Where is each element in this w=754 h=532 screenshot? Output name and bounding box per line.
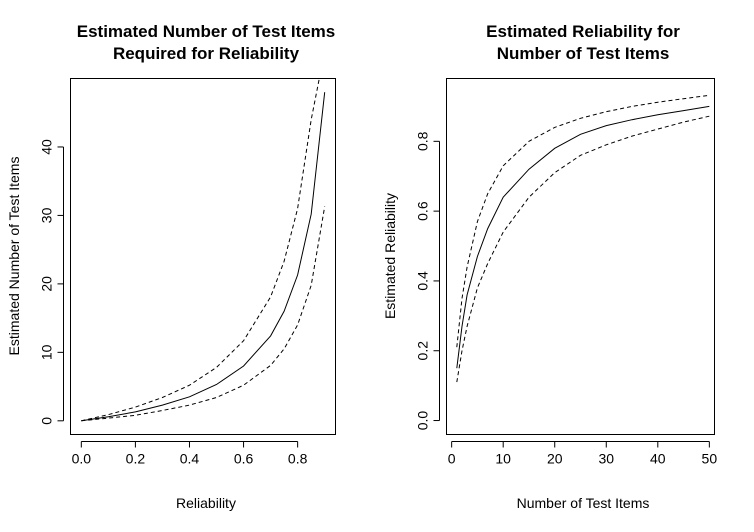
confidence-band-line (456, 115, 710, 383)
x-tick-label: 20 (547, 451, 563, 467)
x-tick-label: 0.6 (234, 451, 254, 467)
y-tick-label: 0.0 (415, 411, 431, 431)
y-tick-label: 20 (39, 276, 55, 292)
y-axis-label: Estimated Number of Test Items (6, 157, 22, 356)
x-tick-label: 0 (448, 451, 456, 467)
chart-title-line: Estimated Number of Test Items (77, 22, 336, 41)
estimate-line (81, 92, 326, 422)
plot-frame (70, 78, 336, 435)
chart-panel-reliability: Estimated Reliability for Number of Test… (382, 22, 717, 511)
y-tick-label: 40 (39, 139, 55, 155)
y-axis-label: Estimated Reliability (382, 193, 398, 319)
confidence-band-line (81, 206, 326, 422)
chart-title-line: Required for Reliability (113, 44, 300, 63)
confidence-band-line (456, 94, 710, 348)
x-axis: 0 10 20 30 40 50 (448, 441, 718, 467)
chart-title-line: Number of Test Items (497, 44, 670, 63)
x-tick-label: 0.2 (126, 451, 146, 467)
chart-title-line: Estimated Reliability for (486, 22, 680, 41)
plot-frame (446, 78, 715, 435)
x-tick-label: 0.4 (180, 451, 200, 467)
y-tick-label: 10 (39, 344, 55, 360)
x-tick-label: 0.8 (288, 451, 308, 467)
y-axis: 0 10 20 30 40 (39, 139, 64, 425)
y-tick-label: 0.6 (415, 201, 431, 221)
y-tick-label: 0 (39, 417, 55, 425)
x-axis-label: Reliability (176, 495, 236, 511)
x-tick-label: 40 (650, 451, 666, 467)
x-tick-label: 10 (495, 451, 511, 467)
y-tick-label: 0.8 (415, 131, 431, 151)
x-tick-label: 30 (598, 451, 614, 467)
y-axis: 0.0 0.2 0.4 0.6 0.8 (415, 131, 440, 430)
y-tick-label: 0.2 (415, 341, 431, 361)
chart-panel-items-required: Estimated Number of Test Items Required … (6, 22, 336, 511)
x-axis-label: Number of Test Items (517, 495, 650, 511)
x-axis: 0.0 0.2 0.4 0.6 0.8 (72, 441, 308, 467)
estimate-line (456, 105, 710, 369)
confidence-band-line (81, 78, 320, 422)
series-group (456, 94, 710, 383)
y-tick-label: 0.4 (415, 271, 431, 291)
x-tick-label: 50 (702, 451, 718, 467)
y-tick-label: 30 (39, 207, 55, 223)
series-group (81, 78, 326, 422)
x-tick-label: 0.0 (72, 451, 92, 467)
